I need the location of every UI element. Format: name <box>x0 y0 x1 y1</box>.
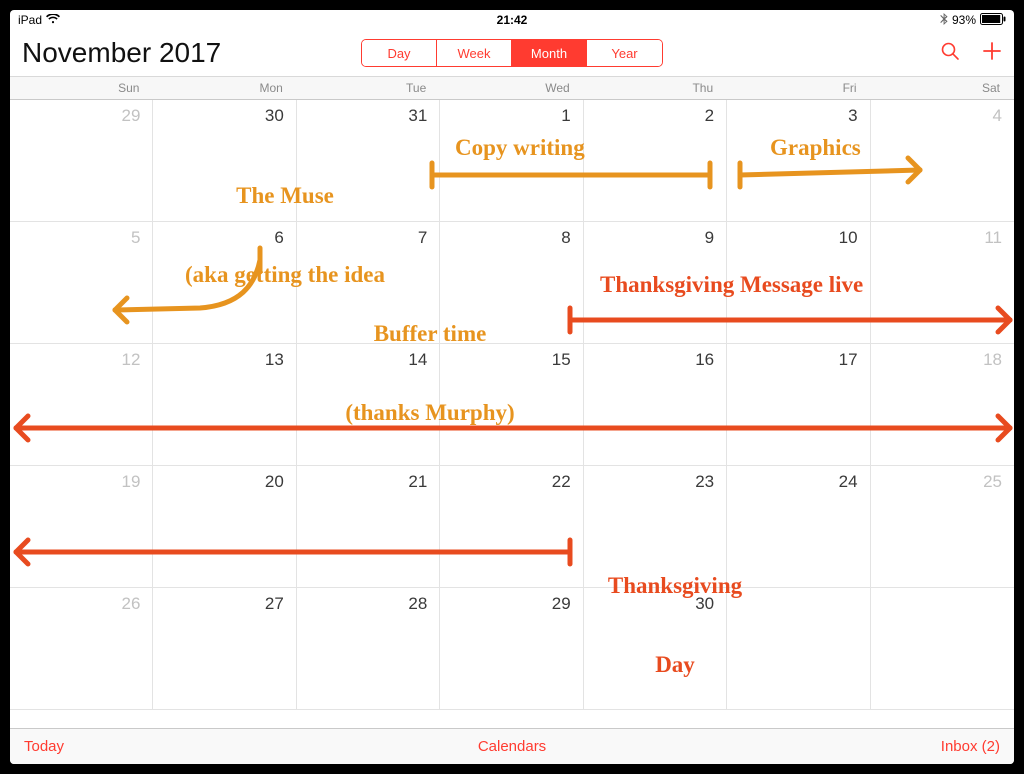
weekday-label: Mon <box>153 77 296 99</box>
search-icon[interactable] <box>940 41 960 66</box>
day-number: 7 <box>297 228 427 248</box>
day-cell[interactable] <box>727 588 870 710</box>
day-cell[interactable]: 6 <box>153 222 296 344</box>
day-number: 31 <box>297 106 427 126</box>
add-icon[interactable] <box>982 41 1002 66</box>
calendar-header: November 2017 DayWeekMonthYear <box>10 30 1014 76</box>
day-cell[interactable]: 18 <box>871 344 1014 466</box>
page-title: November 2017 <box>22 37 221 69</box>
battery-percent: 93% <box>952 13 976 27</box>
day-cell[interactable]: 29 <box>10 100 153 222</box>
day-number: 30 <box>584 594 714 614</box>
day-cell[interactable]: 19 <box>10 466 153 588</box>
day-number: 16 <box>584 350 714 370</box>
device-label: iPad <box>18 13 42 27</box>
day-cell[interactable]: 31 <box>297 100 440 222</box>
day-number: 6 <box>153 228 283 248</box>
day-number: 8 <box>440 228 570 248</box>
day-cell[interactable]: 23 <box>584 466 727 588</box>
status-time: 21:42 <box>497 13 528 27</box>
day-cell[interactable]: 13 <box>153 344 296 466</box>
day-cell[interactable]: 8 <box>440 222 583 344</box>
wifi-icon <box>46 13 60 27</box>
day-cell[interactable]: 2 <box>584 100 727 222</box>
view-week[interactable]: Week <box>437 40 512 66</box>
day-number: 18 <box>871 350 1002 370</box>
weekday-row: SunMonTueWedThuFriSat <box>10 76 1014 100</box>
day-number: 15 <box>440 350 570 370</box>
day-cell[interactable]: 30 <box>584 588 727 710</box>
day-number: 14 <box>297 350 427 370</box>
day-number: 21 <box>297 472 427 492</box>
month-grid[interactable]: 2930311234567891011121314151617181920212… <box>10 100 1014 710</box>
day-number: 28 <box>297 594 427 614</box>
view-month[interactable]: Month <box>512 40 587 66</box>
day-number: 12 <box>10 350 140 370</box>
day-cell[interactable]: 7 <box>297 222 440 344</box>
day-cell[interactable]: 26 <box>10 588 153 710</box>
weekday-label: Tue <box>297 77 440 99</box>
day-cell[interactable]: 9 <box>584 222 727 344</box>
day-cell[interactable]: 10 <box>727 222 870 344</box>
day-number: 9 <box>584 228 714 248</box>
bottom-toolbar: Today Calendars Inbox (2) <box>10 728 1014 764</box>
day-cell[interactable]: 20 <box>153 466 296 588</box>
battery-icon <box>980 13 1006 28</box>
day-number: 22 <box>440 472 570 492</box>
view-switcher[interactable]: DayWeekMonthYear <box>361 39 663 67</box>
day-number: 29 <box>440 594 570 614</box>
day-cell[interactable]: 28 <box>297 588 440 710</box>
view-day[interactable]: Day <box>362 40 437 66</box>
bluetooth-icon <box>940 13 948 28</box>
calendars-button[interactable]: Calendars <box>478 738 546 755</box>
day-number: 29 <box>10 106 140 126</box>
day-number: 24 <box>727 472 857 492</box>
status-bar: iPad 21:42 93% <box>10 10 1014 30</box>
day-cell[interactable]: 30 <box>153 100 296 222</box>
day-number: 5 <box>10 228 140 248</box>
day-cell[interactable]: 16 <box>584 344 727 466</box>
day-cell[interactable]: 11 <box>871 222 1014 344</box>
day-cell[interactable] <box>871 588 1014 710</box>
day-number: 10 <box>727 228 857 248</box>
view-year[interactable]: Year <box>587 40 662 66</box>
title-year: 2017 <box>159 37 221 68</box>
day-number: 11 <box>871 228 1002 248</box>
title-month: November <box>22 37 151 68</box>
day-cell[interactable]: 21 <box>297 466 440 588</box>
day-number: 23 <box>584 472 714 492</box>
day-number: 30 <box>153 106 283 126</box>
weekday-label: Thu <box>584 77 727 99</box>
day-number: 13 <box>153 350 283 370</box>
day-cell[interactable]: 25 <box>871 466 1014 588</box>
day-number: 2 <box>584 106 714 126</box>
day-cell[interactable]: 14 <box>297 344 440 466</box>
day-cell[interactable]: 24 <box>727 466 870 588</box>
day-cell[interactable]: 29 <box>440 588 583 710</box>
day-cell[interactable]: 4 <box>871 100 1014 222</box>
day-cell[interactable]: 1 <box>440 100 583 222</box>
weekday-label: Wed <box>440 77 583 99</box>
day-cell[interactable]: 17 <box>727 344 870 466</box>
day-cell[interactable]: 3 <box>727 100 870 222</box>
weekday-label: Fri <box>727 77 870 99</box>
day-cell[interactable]: 15 <box>440 344 583 466</box>
day-number: 27 <box>153 594 283 614</box>
day-number: 1 <box>440 106 570 126</box>
day-number: 20 <box>153 472 283 492</box>
today-button[interactable]: Today <box>24 738 64 755</box>
weekday-label: Sat <box>871 77 1014 99</box>
weekday-label: Sun <box>10 77 153 99</box>
day-number: 3 <box>727 106 857 126</box>
day-number: 19 <box>10 472 140 492</box>
inbox-button[interactable]: Inbox (2) <box>941 738 1000 755</box>
day-cell[interactable]: 22 <box>440 466 583 588</box>
day-number: 4 <box>871 106 1002 126</box>
day-cell[interactable]: 27 <box>153 588 296 710</box>
day-cell[interactable]: 5 <box>10 222 153 344</box>
day-number: 17 <box>727 350 857 370</box>
day-number: 25 <box>871 472 1002 492</box>
day-cell[interactable]: 12 <box>10 344 153 466</box>
day-number: 26 <box>10 594 140 614</box>
